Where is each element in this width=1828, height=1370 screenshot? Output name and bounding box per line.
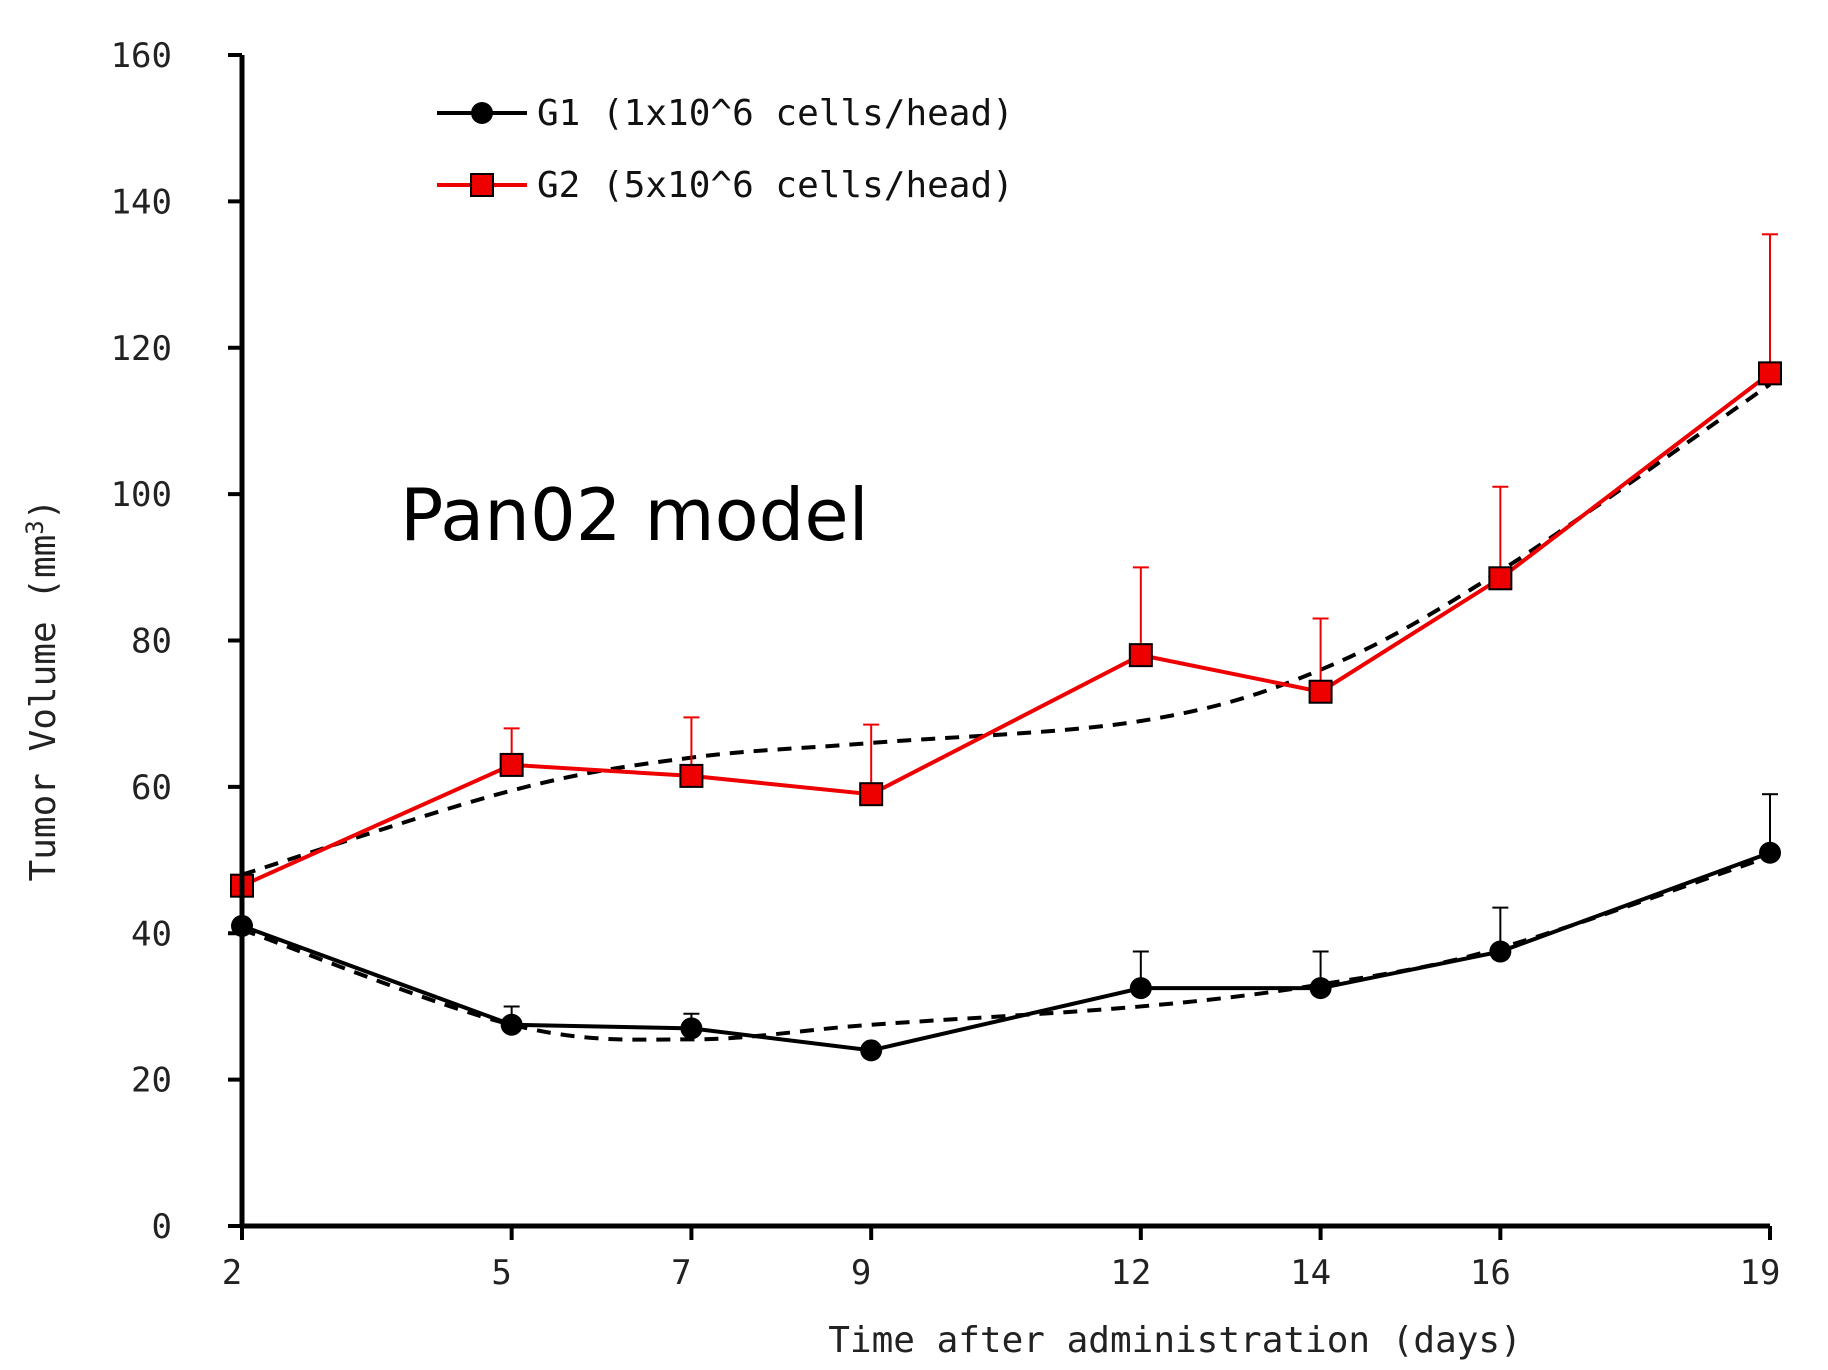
x-tick-label: 14 [1290,1253,1331,1293]
chart-annotation: Pan02 model [400,473,869,557]
y-tick-label: 40 [131,914,172,954]
series-2-point [859,782,884,807]
legend-g1-marker [471,102,493,124]
y-ticks: 0 20 40 60 80 100 120 140 160 [111,36,242,1247]
legend-item-g1: G1 (1x10^6 cells/head) [437,93,1014,134]
x-tick-label: 2 [222,1253,242,1293]
y-tick-label: 60 [131,768,172,808]
series-1-point [1759,841,1781,864]
series-layer [230,233,1782,1062]
series-1-point [1129,977,1152,1000]
x-tick-label: 12 [1110,1253,1151,1293]
trend-line-series-2 [241,382,1772,877]
series-1-point [680,1017,703,1040]
series-1-point [1309,977,1332,1000]
x-tick-label: 16 [1470,1253,1511,1293]
y-tick-label: 20 [131,1061,172,1101]
y-tick-label: 140 [111,182,172,222]
series-1-point [860,1039,883,1062]
x-ticks: 2 5 7 9 12 14 16 19 [222,1226,1781,1293]
series-2-point [499,752,524,777]
x-tick-label: 9 [851,1253,871,1293]
series-2-point [1758,361,1782,386]
y-axis-title: Tumor Volume (mm3) [21,499,64,882]
series-2-line [241,371,1772,888]
y-tick-label: 0 [152,1207,172,1247]
legend-g2-marker [470,173,494,197]
x-axis-title: Time after administration (days) [828,1320,1522,1361]
trend-line-series-1 [241,854,1771,1042]
y-tick-label: 100 [111,475,172,515]
series-1-point [500,1013,523,1036]
x-tick-label: 7 [671,1253,691,1293]
series-2-point [1488,566,1513,591]
legend-g1-label: G1 (1x10^6 cells/head) [537,93,1014,134]
series-1-point [1489,940,1512,963]
series-2-point [1128,643,1153,668]
x-tick-label: 5 [491,1253,511,1293]
y-axis-title-main: Tumor Volume (mm [23,535,64,882]
legend-item-g2: G2 (5x10^6 cells/head) [437,165,1014,206]
axes [239,55,1770,1229]
legend: G1 (1x10^6 cells/head) G2 (5x10^6 cells/… [437,93,1014,206]
y-axis-title-superscript: 3 [21,520,49,534]
legend-g2-label: G2 (5x10^6 cells/head) [537,165,1014,206]
y-tick-label: 120 [111,329,172,369]
y-axis-title-close: ) [23,499,64,521]
series-2-point [1308,679,1333,704]
y-tick-label: 80 [131,622,172,662]
x-tick-label: 19 [1740,1253,1781,1293]
series-2-point [679,763,704,788]
series-1-line [241,850,1771,1053]
y-tick-label: 160 [111,36,172,76]
